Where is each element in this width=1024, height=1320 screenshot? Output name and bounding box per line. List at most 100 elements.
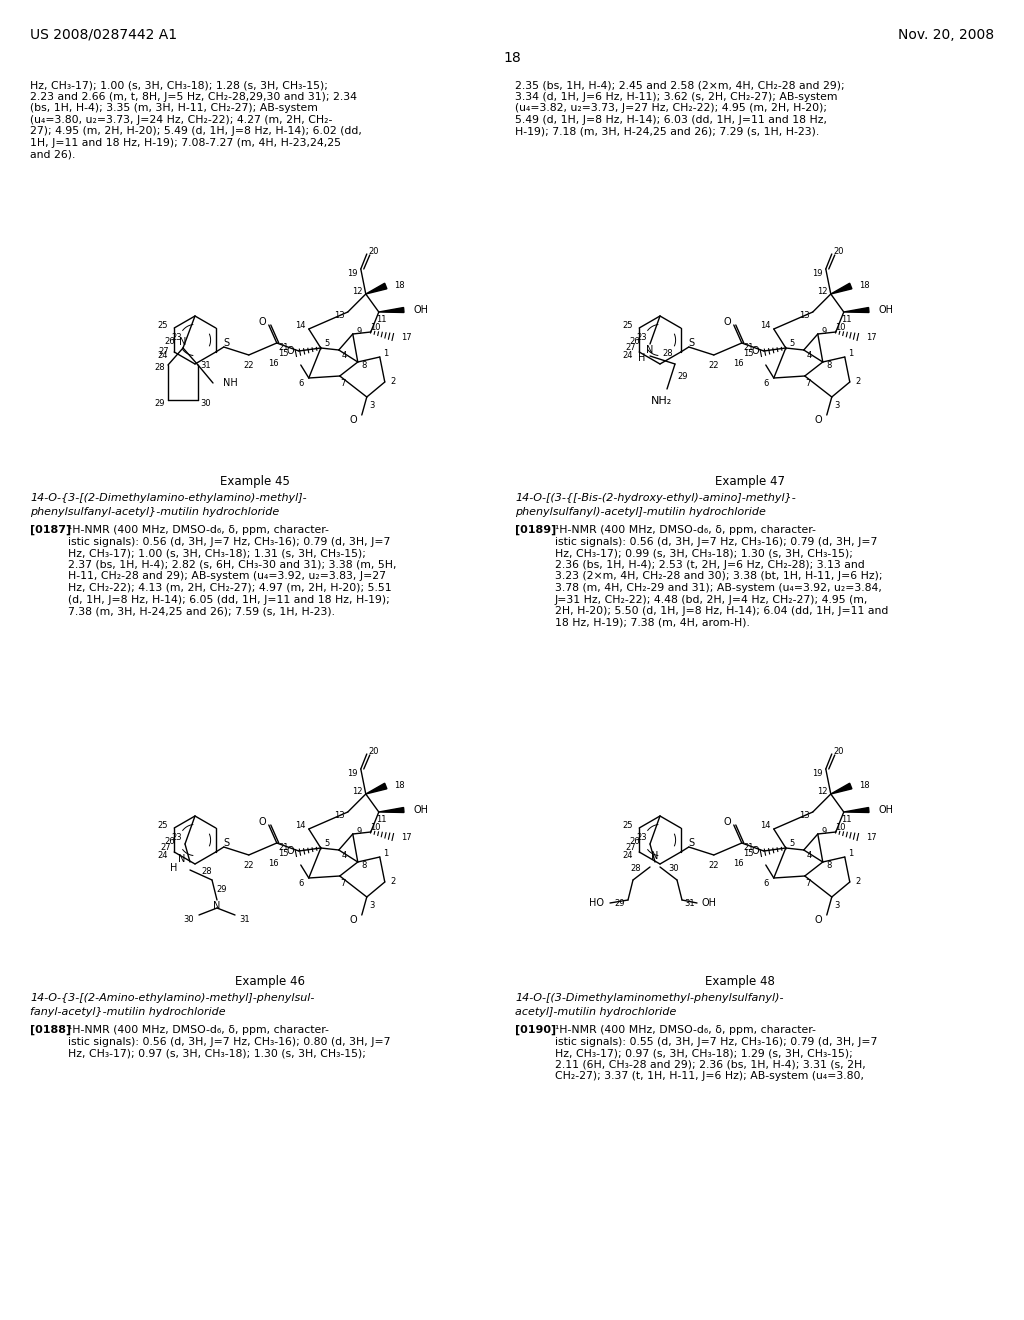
Text: 27: 27 <box>161 842 171 851</box>
Text: O: O <box>815 915 822 925</box>
Text: 26: 26 <box>164 837 174 846</box>
Polygon shape <box>366 284 387 294</box>
Text: 12: 12 <box>352 787 364 796</box>
Text: N: N <box>213 902 221 911</box>
Text: 6: 6 <box>298 879 303 887</box>
Text: 28: 28 <box>202 867 212 876</box>
Text: 20: 20 <box>834 747 844 755</box>
Text: 6: 6 <box>763 879 768 887</box>
Polygon shape <box>379 308 404 313</box>
Text: 15: 15 <box>279 348 289 358</box>
Text: 18: 18 <box>394 781 406 791</box>
Text: 6: 6 <box>298 379 303 388</box>
Text: O: O <box>815 414 822 425</box>
Text: 27: 27 <box>159 346 169 355</box>
Text: 9: 9 <box>356 326 361 335</box>
Text: 8: 8 <box>361 360 367 370</box>
Text: 1: 1 <box>848 350 853 359</box>
Text: 7: 7 <box>805 879 810 888</box>
Text: 19: 19 <box>812 770 823 779</box>
Text: phenylsulfanyl-acetyl}-mutilin hydrochloride: phenylsulfanyl-acetyl}-mutilin hydrochlo… <box>30 507 280 517</box>
Text: O: O <box>350 414 357 425</box>
Text: 10: 10 <box>836 822 846 832</box>
Text: 25: 25 <box>158 821 168 829</box>
Polygon shape <box>830 284 852 294</box>
Text: 3: 3 <box>369 900 375 909</box>
Text: OH: OH <box>701 898 717 908</box>
Polygon shape <box>844 308 869 313</box>
Text: 10: 10 <box>371 322 381 331</box>
Text: NH₂: NH₂ <box>651 396 673 407</box>
Text: 30: 30 <box>669 865 679 873</box>
Text: 26: 26 <box>629 837 640 846</box>
Text: 1: 1 <box>383 850 388 858</box>
Text: 8: 8 <box>826 360 831 370</box>
Text: 20: 20 <box>369 747 379 755</box>
Text: Example 48: Example 48 <box>706 975 775 987</box>
Text: S: S <box>223 838 229 847</box>
Text: 28: 28 <box>155 363 165 372</box>
Text: 9: 9 <box>821 326 826 335</box>
Text: US 2008/0287442 A1: US 2008/0287442 A1 <box>30 28 177 42</box>
Text: 12: 12 <box>817 286 828 296</box>
Text: 31: 31 <box>240 916 250 924</box>
Text: 4: 4 <box>341 351 346 359</box>
Text: 13: 13 <box>800 310 810 319</box>
Text: 23: 23 <box>636 833 646 842</box>
Text: 7: 7 <box>340 380 345 388</box>
Text: 10: 10 <box>371 822 381 832</box>
Text: 18: 18 <box>859 781 870 791</box>
Text: O: O <box>752 346 760 356</box>
Text: 14-O-[(3-{[-Bis-(2-hydroxy-ethyl)-amino]-methyl}-: 14-O-[(3-{[-Bis-(2-hydroxy-ethyl)-amino]… <box>515 492 796 503</box>
Text: 29: 29 <box>678 372 688 381</box>
Text: Example 47: Example 47 <box>715 475 785 488</box>
Text: 12: 12 <box>352 286 364 296</box>
Text: 20: 20 <box>369 247 379 256</box>
Text: [0189]: [0189] <box>515 525 556 536</box>
Text: 17: 17 <box>401 833 412 842</box>
Text: 2: 2 <box>855 878 860 887</box>
Text: 28: 28 <box>663 348 673 358</box>
Text: 24: 24 <box>158 850 168 859</box>
Text: 25: 25 <box>623 321 633 330</box>
Text: 26: 26 <box>629 338 640 346</box>
Text: 5: 5 <box>790 338 795 347</box>
Text: 21: 21 <box>743 843 754 853</box>
Text: 23: 23 <box>636 334 646 342</box>
Text: 17: 17 <box>401 333 412 342</box>
Text: O: O <box>350 915 357 925</box>
Text: S: S <box>689 338 695 348</box>
Text: 7: 7 <box>340 879 345 888</box>
Text: Nov. 20, 2008: Nov. 20, 2008 <box>898 28 994 42</box>
Text: 14-O-{3-[(2-Amino-ethylamino)-methyl]-phenylsul-: 14-O-{3-[(2-Amino-ethylamino)-methyl]-ph… <box>30 993 314 1003</box>
Text: 24: 24 <box>623 351 633 359</box>
Text: 2: 2 <box>390 878 395 887</box>
Polygon shape <box>366 783 387 795</box>
Text: ¹H-NMR (400 MHz, DMSO-d₆, δ, ppm, character-
istic signals): 0.56 (d, 3H, J=7 Hz: ¹H-NMR (400 MHz, DMSO-d₆, δ, ppm, charac… <box>68 525 396 616</box>
Text: N: N <box>179 337 186 347</box>
Text: 29: 29 <box>155 399 165 408</box>
Text: phenylsulfanyl)-acetyl]-mutilin hydrochloride: phenylsulfanyl)-acetyl]-mutilin hydrochl… <box>515 507 766 517</box>
Text: N: N <box>651 851 658 861</box>
Text: O: O <box>259 817 266 828</box>
Text: 3: 3 <box>369 400 375 409</box>
Text: 16: 16 <box>733 858 744 867</box>
Text: 15: 15 <box>743 849 754 858</box>
Text: 22: 22 <box>709 360 719 370</box>
Text: Hz, CH₃-17); 1.00 (s, 3H, CH₃-18); 1.28 (s, 3H, CH₃-15);
2.23 and 2.66 (m, t, 8H: Hz, CH₃-17); 1.00 (s, 3H, CH₃-18); 1.28 … <box>30 81 361 160</box>
Text: H: H <box>170 863 178 873</box>
Polygon shape <box>830 783 852 795</box>
Text: O: O <box>752 846 760 855</box>
Text: 31: 31 <box>685 899 695 908</box>
Text: 23: 23 <box>171 334 181 342</box>
Text: 25: 25 <box>623 821 633 829</box>
Text: [0188]: [0188] <box>30 1026 71 1035</box>
Text: 14: 14 <box>761 322 771 330</box>
Text: 30: 30 <box>201 399 211 408</box>
Text: H: H <box>638 352 646 363</box>
Text: O: O <box>259 317 266 327</box>
Polygon shape <box>844 808 869 813</box>
Text: 22: 22 <box>709 861 719 870</box>
Text: HO: HO <box>589 898 603 908</box>
Text: O: O <box>724 817 731 828</box>
